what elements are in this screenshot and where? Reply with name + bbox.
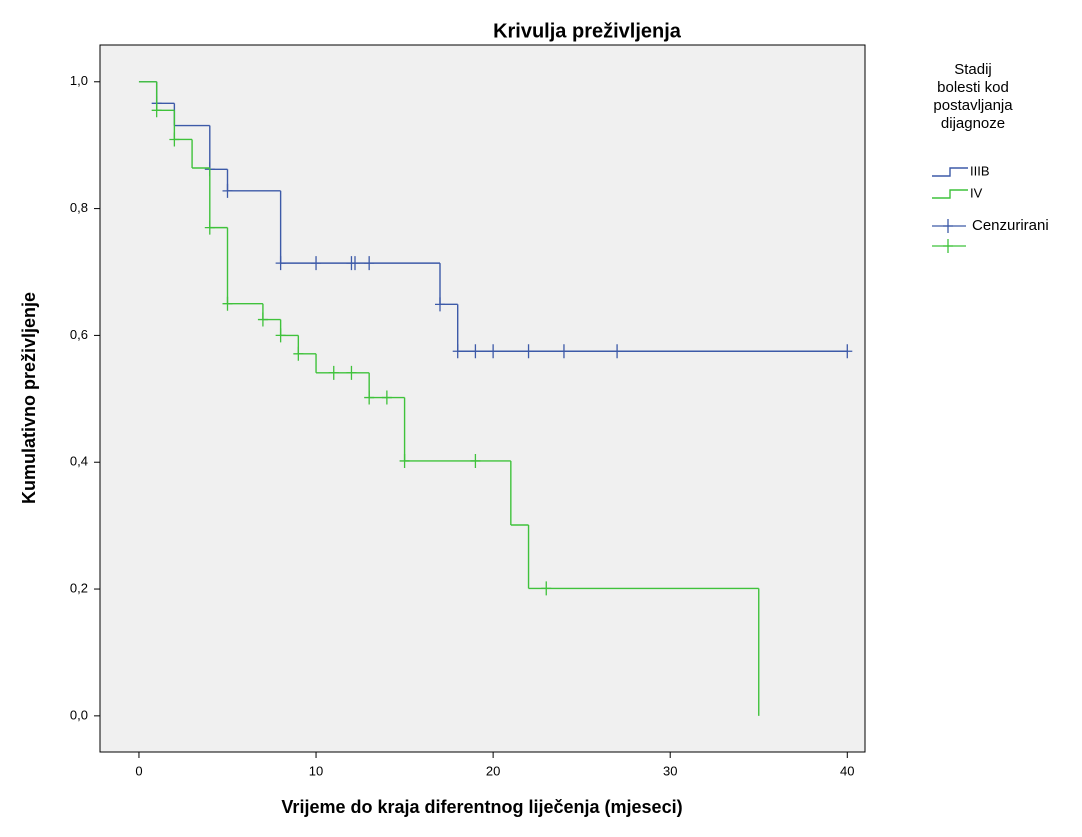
censor-mark xyxy=(523,344,534,359)
censor-mark xyxy=(381,390,392,405)
censor-mark xyxy=(346,365,357,380)
y-tick-label: 1,0 xyxy=(70,73,88,88)
censor-mark xyxy=(257,312,268,327)
censor-mark xyxy=(399,453,410,468)
x-axis-label: Vrijeme do kraja diferentnog liječenja (… xyxy=(281,797,682,817)
legend-symbol xyxy=(932,189,968,199)
y-tick-label: 0,6 xyxy=(70,327,88,342)
censor-mark xyxy=(293,346,304,361)
x-tick-label: 10 xyxy=(309,763,323,778)
y-tick-label: 0,2 xyxy=(70,580,88,595)
censor-mark xyxy=(435,297,445,312)
y-axis-label: Kumulativno preživljenje xyxy=(19,292,39,504)
censor-mark xyxy=(151,103,162,118)
censor-mark xyxy=(842,344,853,359)
censor-mark xyxy=(275,328,286,343)
chart-title: Krivulja preživljenja xyxy=(493,20,682,42)
censor-mark xyxy=(222,183,233,198)
legend-title: postavljanja xyxy=(933,97,1013,114)
y-tick-label: 0,4 xyxy=(70,454,88,469)
legend-title: Stadij xyxy=(954,61,992,78)
legend-symbol xyxy=(932,167,968,177)
censor-mark xyxy=(470,344,481,359)
x-tick-label: 30 xyxy=(663,763,677,778)
plot-area xyxy=(99,44,866,753)
censor-mark xyxy=(488,344,499,359)
censor-mark xyxy=(204,220,215,235)
legend-label: IV xyxy=(970,185,983,200)
x-tick-label: 0 xyxy=(135,763,142,778)
legend-label: IIIB xyxy=(970,163,990,178)
censor-mark xyxy=(364,390,375,405)
y-tick-label: 0,0 xyxy=(70,707,88,722)
x-tick-label: 40 xyxy=(840,763,854,778)
legend-title: bolesti kod xyxy=(937,79,1009,96)
censor-mark xyxy=(541,581,552,596)
censor-mark xyxy=(350,256,360,271)
censor-mark xyxy=(222,296,233,311)
x-tick-label: 20 xyxy=(486,763,500,778)
censor-mark xyxy=(364,256,375,271)
censor-mark xyxy=(328,365,339,380)
censor-mark xyxy=(311,256,322,271)
censor-mark xyxy=(470,453,481,468)
censor-mark xyxy=(612,344,623,359)
censor-mark xyxy=(558,344,569,359)
y-tick-label: 0,8 xyxy=(70,200,88,215)
censor-mark xyxy=(169,132,180,147)
legend-label: Cenzurirani xyxy=(972,217,1049,234)
legend-title: dijagnoze xyxy=(941,115,1005,132)
censor-mark xyxy=(275,256,286,271)
censor-mark xyxy=(452,344,463,359)
